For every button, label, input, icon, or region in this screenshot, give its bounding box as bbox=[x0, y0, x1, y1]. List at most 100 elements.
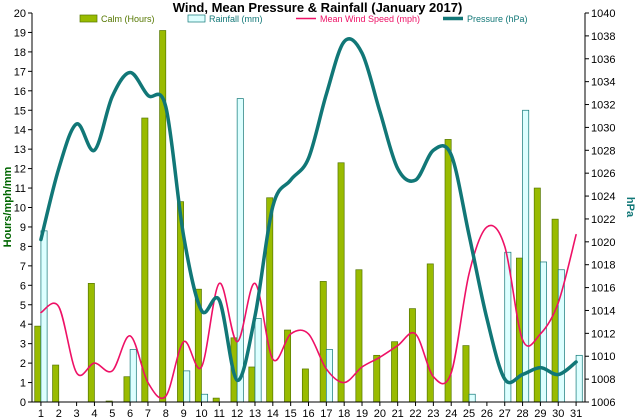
right-tick-label: 1038 bbox=[591, 31, 615, 43]
left-tick-label: 8 bbox=[20, 241, 26, 253]
x-axis-ticks: 1 2 3 4 5 6 7 8 9 10 11 12 13 14 15 16 17 18 19 20 21 22 23 24 2… bbox=[38, 402, 582, 420]
right-tick-label: 1032 bbox=[591, 100, 615, 112]
rainfall-bar-1 bbox=[40, 230, 48, 403]
y-axis-label-right: hPa bbox=[624, 197, 635, 218]
rainfall-bar-10 bbox=[201, 393, 209, 403]
x-tick-label: 8 bbox=[163, 408, 169, 420]
left-tick-label: 10 bbox=[14, 203, 26, 215]
x-tick-label: 11 bbox=[214, 408, 225, 420]
x-tick-label: 15 bbox=[285, 408, 297, 420]
x-tick-label: 25 bbox=[463, 408, 475, 420]
calm-bar-15 bbox=[284, 329, 292, 403]
wind-speed-line bbox=[40, 224, 577, 400]
left-tick-label: 11 bbox=[15, 183, 26, 195]
x-tick-label: 16 bbox=[302, 408, 314, 420]
right-axis-ticks: 1006 1008 1010 1012 1014 1016 1018 1020 1022 1024… bbox=[585, 8, 615, 409]
rainfall-bar-25 bbox=[468, 393, 476, 403]
legend-label: Pressure (hPa) bbox=[467, 14, 528, 24]
x-tick-label: 18 bbox=[338, 408, 350, 420]
right-tick-label: 1034 bbox=[591, 77, 615, 89]
left-tick-label: 19 bbox=[14, 27, 26, 39]
x-tick-label: 5 bbox=[109, 408, 115, 420]
calm-bar-4 bbox=[87, 283, 95, 403]
left-tick-label: 14 bbox=[14, 125, 26, 137]
right-tick-label: 1024 bbox=[591, 191, 615, 203]
calm-bar-24 bbox=[444, 139, 452, 403]
right-tick-label: 1026 bbox=[591, 168, 615, 180]
x-tick-label: 4 bbox=[91, 408, 97, 420]
calm-bar-21 bbox=[391, 341, 399, 403]
x-tick-label: 1 bbox=[38, 408, 44, 420]
x-tick-label: 7 bbox=[145, 408, 151, 420]
x-tick-label: 6 bbox=[127, 408, 133, 420]
rainfall-bar-9 bbox=[183, 370, 191, 403]
calm-bar-13 bbox=[248, 366, 256, 403]
left-tick-label: 6 bbox=[20, 280, 26, 292]
left-tick-label: 9 bbox=[20, 222, 26, 234]
x-tick-label: 19 bbox=[356, 408, 368, 420]
calm-bar-16 bbox=[301, 368, 309, 403]
right-tick-label: 1008 bbox=[591, 374, 615, 386]
legend-swatch bbox=[187, 14, 206, 23]
right-tick-label: 1018 bbox=[591, 260, 615, 272]
left-tick-label: 2 bbox=[20, 358, 26, 370]
rainfall-bar-6 bbox=[129, 349, 137, 403]
left-tick-label: 16 bbox=[14, 86, 26, 98]
x-tick-label: 30 bbox=[552, 408, 564, 420]
calm-bar-8 bbox=[159, 30, 167, 403]
right-tick-label: 1040 bbox=[591, 8, 615, 20]
x-tick-label: 26 bbox=[481, 408, 493, 420]
left-tick-label: 13 bbox=[14, 144, 26, 156]
right-tick-label: 1022 bbox=[591, 214, 615, 226]
calm-bar-20 bbox=[373, 354, 381, 403]
x-tick-label: 21 bbox=[392, 408, 404, 420]
x-tick-label: 2 bbox=[56, 408, 62, 420]
legend-label: Mean Wind Speed (mph) bbox=[320, 14, 420, 24]
calm-bar-17 bbox=[319, 281, 327, 403]
x-tick-label: 31 bbox=[570, 408, 582, 420]
x-tick-label: 3 bbox=[74, 408, 80, 420]
x-tick-label: 17 bbox=[320, 408, 332, 420]
pressure-line bbox=[39, 37, 578, 385]
rainfall-bar-13 bbox=[254, 318, 262, 403]
x-tick-label: 14 bbox=[267, 408, 279, 420]
right-tick-label: 1028 bbox=[591, 145, 615, 157]
left-tick-label: 18 bbox=[14, 47, 26, 59]
calm-bar-22 bbox=[408, 308, 416, 403]
right-tick-label: 1006 bbox=[591, 397, 615, 409]
calm-bar-18 bbox=[337, 162, 345, 403]
x-tick-label: 28 bbox=[516, 408, 528, 420]
x-tick-label: 23 bbox=[427, 408, 439, 420]
x-tick-label: 27 bbox=[499, 408, 511, 420]
left-tick-label: 12 bbox=[14, 164, 26, 176]
left-tick-label: 15 bbox=[14, 105, 26, 117]
x-tick-label: 12 bbox=[231, 408, 243, 420]
right-tick-label: 1036 bbox=[591, 54, 615, 66]
calm-bar-25 bbox=[462, 345, 470, 403]
calm-bar-19 bbox=[355, 269, 363, 403]
right-tick-label: 1030 bbox=[591, 122, 615, 134]
legend-label: Rainfall (mm) bbox=[209, 14, 263, 24]
left-tick-label: 5 bbox=[20, 300, 26, 312]
x-tick-label: 9 bbox=[181, 408, 187, 420]
rainfall-bar-28 bbox=[522, 109, 530, 403]
left-tick-label: 3 bbox=[20, 339, 26, 351]
left-tick-label: 20 bbox=[14, 8, 26, 20]
legend: Calm (Hours) Rainfall (mm) Mean Wind Speed… bbox=[79, 14, 528, 24]
right-tick-label: 1014 bbox=[591, 305, 615, 317]
rainfall-bar-12 bbox=[236, 98, 244, 403]
calm-bar-23 bbox=[426, 263, 434, 403]
right-tick-label: 1020 bbox=[591, 237, 615, 249]
left-tick-label: 0 bbox=[20, 397, 26, 409]
x-tick-label: 24 bbox=[445, 408, 457, 420]
x-tick-label: 13 bbox=[249, 408, 261, 420]
x-tick-label: 20 bbox=[374, 408, 386, 420]
legend-swatch bbox=[79, 14, 98, 23]
calm-bar-6 bbox=[123, 376, 131, 403]
x-tick-label: 22 bbox=[409, 408, 421, 420]
right-tick-label: 1010 bbox=[591, 351, 615, 363]
left-tick-label: 1 bbox=[20, 378, 26, 390]
chart-title: Wind, Mean Pressure & Rainfall (January … bbox=[173, 0, 463, 15]
